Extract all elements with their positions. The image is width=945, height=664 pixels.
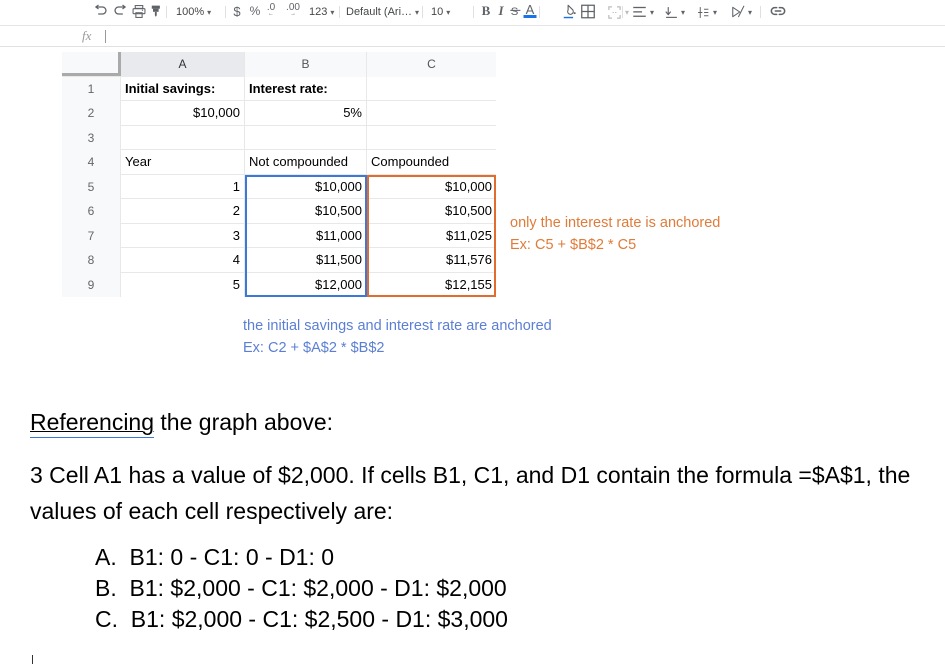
svg-text:S: S (511, 6, 519, 18)
